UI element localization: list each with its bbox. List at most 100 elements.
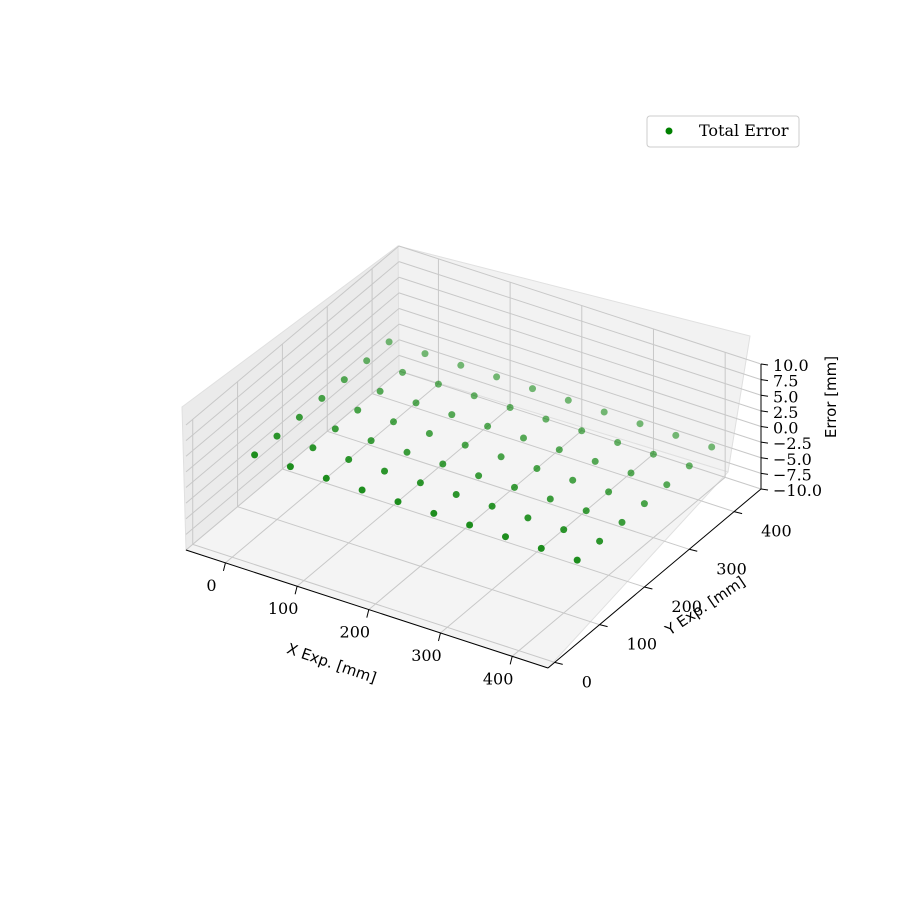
scatter-point [358,486,366,494]
scatter-point [578,427,586,435]
scatter-point [425,430,433,437]
scatter-point [470,392,478,400]
scatter-point [649,450,657,458]
scatter-point [412,399,420,407]
scatter-point [251,451,259,459]
scatter-point [488,502,496,510]
scatter-point [582,507,590,515]
scatter-point [354,406,362,414]
scatter-point [573,556,581,564]
z-tick-mark [760,426,769,428]
scatter-point [376,387,384,395]
grid-line-x-floor [440,453,654,634]
grid-line-y-floor [282,468,645,588]
y-tick-label: 300 [716,559,747,578]
scatter-point [529,385,536,393]
grid-line-z-back [398,323,762,443]
legend-label: Total Error [699,121,789,140]
scatter-point [569,476,577,484]
scatter-point [331,425,339,433]
y-tick-label: 0 [582,672,592,691]
z-tick-mark [760,363,769,366]
scatter-point [466,521,474,529]
grid-line-z-side [185,308,400,488]
x-axis-line [185,549,549,669]
scatter-point [322,474,330,482]
scatter-point [511,483,518,491]
scatter-point [385,338,393,346]
scatter-point [394,498,402,506]
scatter-point [434,380,442,388]
z-tick-label: −10.0 [773,481,822,500]
z-tick-mark [760,441,769,444]
grid-line-z-back [398,276,762,396]
z-tick-mark [760,410,769,413]
x-tick-mark [437,632,441,642]
y-tick-label: 200 [671,597,702,616]
scatter-point [560,526,568,534]
scatter-point [309,444,317,452]
scatter-point [421,350,429,358]
scatter-point [524,514,532,522]
grid-line-z-back [398,308,762,427]
scatter-point [506,404,514,411]
grid-line-z-side [185,339,400,520]
z-tick-mark [760,457,769,460]
legend: Total Error [646,115,800,148]
axes: 0 100 200 300 400 0 100 200 300 400 −10.0−7.5−5.0−… [185,356,822,691]
grid-line-z-back [398,245,762,365]
z-tick-mark [760,488,769,491]
grid-line-x-floor [511,476,726,657]
scatter-point [484,422,492,430]
x-tick-mark [222,562,226,571]
x-tick-mark [366,609,370,618]
scatter-point [627,469,635,477]
grid-line-z-side [185,276,400,457]
grid-line-z-side [185,245,400,426]
grid-line-x-floor [225,383,439,564]
scatter-point [685,462,693,470]
scatter-point [273,432,281,440]
grid-line-z-side [185,354,400,535]
z-tick-label: 2.5 [773,403,798,422]
scatter-point [461,441,469,449]
y-tick-label: 100 [627,635,658,654]
scatter-point [618,518,626,526]
y-tick-mark [689,548,698,552]
scatter-point [367,437,375,445]
x-tick-label: 400 [483,669,514,688]
scatter-points [251,338,716,564]
scatter-point [542,415,550,423]
y-tick-mark [644,586,653,590]
scatter-point [708,443,716,451]
grid-line-z-side [185,323,400,504]
scatter-point [363,357,371,365]
y-tick-label: 400 [761,522,792,541]
y-tick-mark [554,661,563,665]
z-tick-label: 0.0 [773,419,798,438]
scatter-point [475,472,483,480]
x-tick-label: 200 [340,623,371,642]
scatter-point [430,509,438,517]
grid-line-z-side [185,261,400,442]
scatter-point [663,481,671,489]
grid-line-y-floor [327,430,690,550]
grid-line-y-floor [192,543,555,663]
scatter-point [533,465,541,472]
scatter-point [399,368,406,376]
grid-line-x-floor [368,430,583,610]
scatter-point [614,439,622,446]
scatter-point [502,533,509,541]
scatter-point [546,495,554,503]
x-tick-label: 0 [206,576,216,595]
grid-line-z-back [398,354,762,474]
z-tick-mark [760,394,769,397]
y-tick-mark [733,511,743,515]
scatter-point [340,376,348,384]
z-tick-mark [760,379,769,382]
scatter-point [390,418,397,426]
z-tick-mark [760,472,769,475]
scatter-point [600,408,608,416]
scatter-point [591,457,599,465]
